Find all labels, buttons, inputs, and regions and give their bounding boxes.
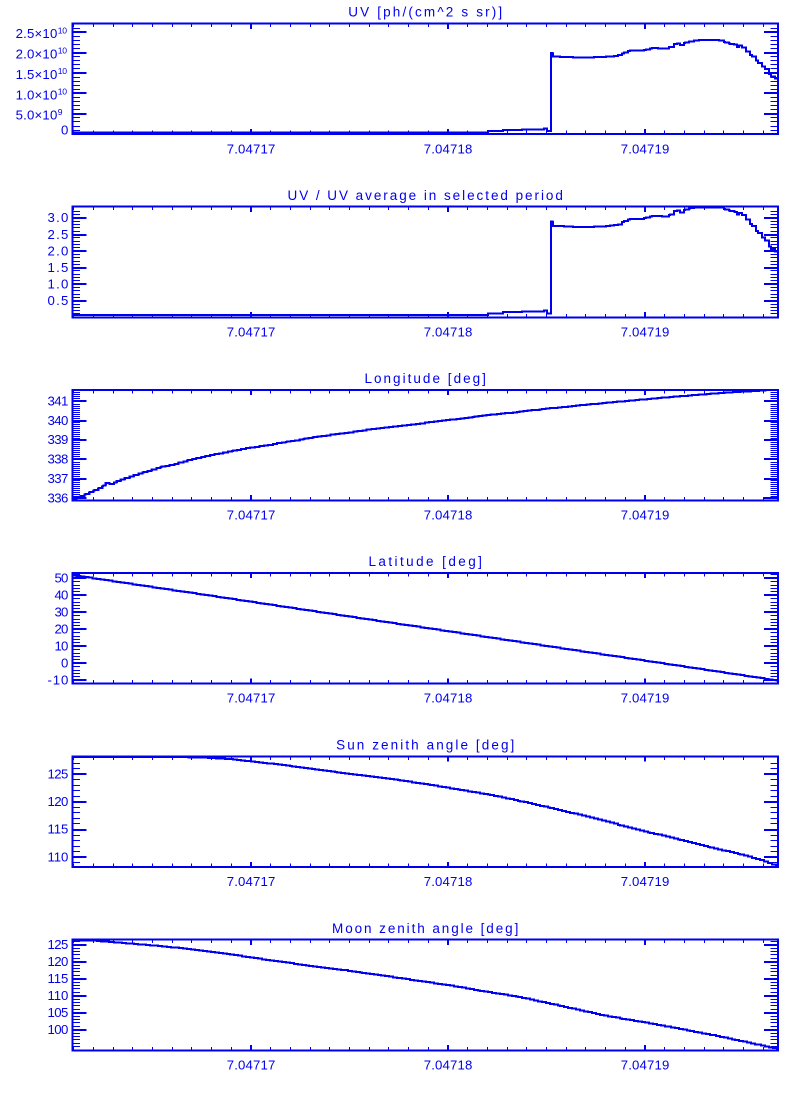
svg-text:30: 30 [55,605,69,620]
svg-text:115: 115 [48,971,69,986]
svg-text:7.04717: 7.04717 [227,1058,276,1073]
svg-text:7.04719: 7.04719 [621,141,670,156]
svg-text:0: 0 [61,656,68,671]
svg-text:7.04719: 7.04719 [621,1058,670,1073]
svg-text:7.04717: 7.04717 [227,325,276,340]
svg-text:Longitude [deg]: Longitude [deg] [364,371,486,386]
svg-text:7.04717: 7.04717 [227,874,276,889]
svg-text:Moon zenith angle [deg]: Moon zenith angle [deg] [332,921,518,936]
svg-text:7.04718: 7.04718 [424,1058,473,1073]
svg-text:110: 110 [48,988,69,1003]
svg-text:7.04718: 7.04718 [424,141,473,156]
svg-text:336: 336 [48,490,69,505]
svg-text:7.04717: 7.04717 [227,141,276,156]
svg-text:2.0×10: 2.0×10 [16,47,58,62]
svg-text:125: 125 [48,766,69,781]
svg-text:2.5×10: 2.5×10 [16,26,58,41]
svg-text:2.5: 2.5 [48,227,69,242]
svg-text:Sun zenith angle [deg]: Sun zenith angle [deg] [336,737,514,752]
svg-text:110: 110 [48,849,69,864]
svg-text:20: 20 [55,622,69,637]
svg-text:125: 125 [48,937,69,952]
svg-text:339: 339 [48,432,69,447]
svg-text:1.5×10: 1.5×10 [16,67,58,82]
svg-text:105: 105 [48,1005,69,1020]
svg-text:3.0: 3.0 [48,210,69,225]
svg-text:7.04718: 7.04718 [424,691,473,706]
svg-text:337: 337 [48,471,69,486]
svg-text:40: 40 [55,588,69,603]
svg-text:7.04718: 7.04718 [424,874,473,889]
svg-text:100: 100 [48,1022,69,1037]
svg-text:120: 120 [48,954,69,969]
svg-text:338: 338 [48,452,69,467]
svg-text:10: 10 [58,46,67,56]
svg-text:Latitude [deg]: Latitude [deg] [369,554,482,569]
svg-text:50: 50 [55,571,69,586]
svg-text:7.04719: 7.04719 [621,508,670,523]
svg-text:7.04717: 7.04717 [227,691,276,706]
svg-text:UV / UV average in selected pe: UV / UV average in selected period [288,188,563,203]
svg-text:10: 10 [55,639,69,654]
svg-text:115: 115 [48,822,69,837]
svg-text:7.04719: 7.04719 [621,874,670,889]
svg-text:9: 9 [58,107,63,117]
svg-text:0: 0 [61,123,68,138]
svg-text:0.5: 0.5 [48,293,69,308]
svg-text:341: 341 [48,393,69,408]
svg-text:5.0×10: 5.0×10 [16,108,58,123]
svg-text:1.0×10: 1.0×10 [16,87,58,102]
svg-text:7.04719: 7.04719 [621,325,670,340]
svg-text:7.04718: 7.04718 [424,508,473,523]
svg-text:1.0: 1.0 [48,276,69,291]
svg-text:10: 10 [58,25,67,35]
svg-text:10: 10 [58,66,67,76]
svg-text:-10: -10 [48,673,69,688]
svg-text:7.04719: 7.04719 [621,691,670,706]
svg-text:10: 10 [58,87,67,97]
svg-text:UV [ph/(cm^2 s sr)]: UV [ph/(cm^2 s sr)] [348,5,502,20]
svg-text:2.0: 2.0 [48,243,69,258]
svg-text:7.04718: 7.04718 [424,325,473,340]
svg-text:120: 120 [48,794,69,809]
svg-text:1.5: 1.5 [48,260,69,275]
svg-text:340: 340 [48,413,69,428]
svg-text:7.04717: 7.04717 [227,508,276,523]
